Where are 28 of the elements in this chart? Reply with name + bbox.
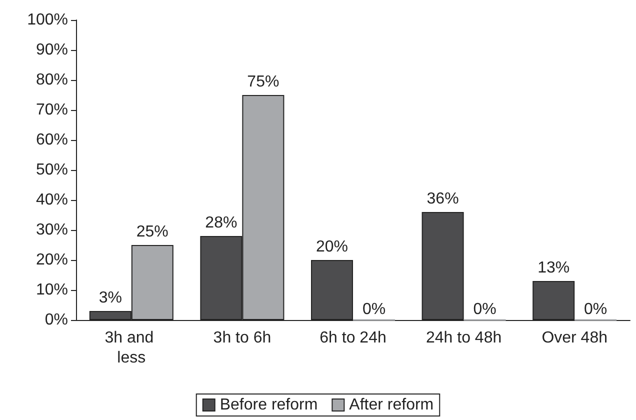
x-tick-label: 3h and less	[104, 330, 158, 366]
data-label: 36%	[426, 190, 459, 208]
y-tick-label: 80%	[36, 72, 68, 88]
data-label: 25%	[136, 224, 168, 240]
legend-label: After reform	[349, 396, 434, 414]
y-tick-label: 50%	[36, 162, 68, 178]
y-tick-label: 100%	[27, 12, 68, 28]
x-tick-label: 24h to 48h	[426, 330, 502, 346]
y-tick-label: 70%	[36, 102, 68, 118]
x-tick-label: Over 48h	[542, 330, 608, 346]
data-label: 13%	[538, 260, 570, 276]
y-tick-label: 90%	[36, 42, 68, 58]
y-tick-label: 60%	[36, 132, 68, 148]
data-label: 0%	[584, 300, 608, 318]
data-label: 3%	[98, 290, 122, 306]
legend-label: Before reform	[220, 396, 318, 414]
y-tick-label: 10%	[36, 282, 68, 298]
y-tick-label: 30%	[36, 222, 68, 238]
y-tick-label: 40%	[36, 192, 68, 208]
y-tick-label: 0%	[44, 312, 68, 328]
x-tick-label: 6h to 24h	[320, 330, 386, 346]
x-tick-label: 3h to 6h	[213, 330, 272, 346]
data-label: 0%	[362, 300, 386, 318]
data-label: 20%	[316, 238, 348, 256]
y-tick-label: 20%	[36, 252, 68, 268]
data-label: 75%	[247, 74, 280, 90]
data-label: 28%	[205, 214, 238, 232]
data-label: 0%	[473, 300, 496, 318]
